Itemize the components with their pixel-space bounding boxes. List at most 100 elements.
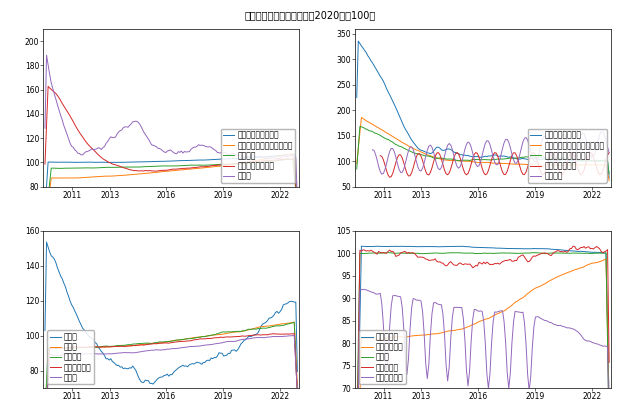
- 学習用机: [123, 342, 130, 347]
- 教養娯楽用耐久財: [125, 167, 132, 172]
- テレビ: [209, 146, 216, 151]
- 教養娯楽用耐久財: [209, 163, 216, 168]
- 教養娯楽: [244, 161, 251, 166]
- タブレット端末: [436, 152, 443, 157]
- 運動用具類: [435, 259, 442, 264]
- ピアノ: [123, 344, 130, 349]
- テレビ: [43, 52, 50, 57]
- テレビ: [294, 197, 301, 202]
- パソコン（ノート型）: [605, 171, 613, 176]
- 教養娯楽: [63, 166, 71, 171]
- 補習教育（高校・予備校）: [125, 172, 132, 177]
- テレビ: [64, 136, 72, 141]
- 教養娯楽用品: [244, 334, 251, 339]
- パソコン（デスクトップ型）: [353, 161, 360, 166]
- パソコン（デスクトップ型）: [557, 163, 564, 168]
- 教養娯楽用耐久財: [45, 84, 52, 89]
- 補習教育（中学校）: [242, 156, 249, 161]
- ノートブック: [556, 274, 563, 279]
- 教養娯楽用耐久財: [64, 111, 72, 116]
- 教養娯楽: [123, 164, 130, 169]
- 学習用机: [125, 342, 132, 347]
- Line: ノートブック: ノートブック: [356, 259, 609, 413]
- Line: タブレット端末: タブレット端末: [380, 152, 609, 177]
- ゴルフクラブ: [557, 323, 564, 328]
- はさみ: [375, 251, 383, 256]
- ビデオレコーダー: [556, 159, 563, 164]
- Legend: ボールペン, ノートブック, はさみ, 運動用具類, ゴルフクラブ: ボールペン, ノートブック, はさみ, 運動用具類, ゴルフクラブ: [359, 330, 406, 385]
- 教養娯楽用品: [242, 334, 249, 339]
- 教養娯楽: [42, 223, 49, 228]
- 教養娯楽用耐久財: [126, 167, 133, 172]
- パソコン（デスクトップ型）: [436, 157, 443, 161]
- Line: 運動用具類: 運動用具類: [356, 246, 609, 413]
- はさみ: [557, 250, 564, 255]
- カメラ: [64, 294, 72, 299]
- プリンタ: [375, 164, 383, 169]
- Line: ピアノ: ピアノ: [45, 322, 298, 413]
- ボールペン: [358, 244, 365, 249]
- カメラ: [294, 369, 301, 374]
- パソコン（ノート型）: [436, 155, 443, 160]
- はさみ: [438, 251, 445, 256]
- パソコン（ノート型）: [557, 156, 564, 161]
- Line: 文房具: 文房具: [45, 335, 298, 413]
- 文房具: [123, 350, 130, 355]
- 補習教育（中学校）: [291, 152, 298, 157]
- Line: ボールペン: ボールペン: [356, 246, 609, 413]
- パソコン（ノート型）: [356, 124, 363, 129]
- プリンタ: [554, 151, 561, 156]
- ピアノ: [291, 320, 298, 325]
- パソコン（デスクトップ型）: [556, 163, 563, 168]
- Line: プリンタ: プリンタ: [373, 132, 609, 174]
- パソコン（デスクトップ型）: [358, 115, 365, 120]
- ゴルフクラブ: [521, 320, 528, 325]
- パソコン（ノート型）: [353, 166, 360, 171]
- 補習教育（中学校）: [125, 160, 132, 165]
- ゴルフクラブ: [359, 287, 366, 292]
- 教養娯楽用耐久財: [294, 206, 301, 211]
- ノートブック: [435, 331, 442, 336]
- プリンタ: [605, 150, 613, 155]
- ピアノ: [208, 333, 215, 338]
- ビデオレコーダー: [436, 145, 443, 150]
- 文房具: [294, 392, 301, 396]
- Line: 補習教育（中学校）: 補習教育（中学校）: [45, 154, 298, 211]
- タブレット端末: [519, 172, 526, 177]
- 運動用具類: [375, 249, 383, 254]
- 教養娯楽: [208, 162, 215, 167]
- はさみ: [384, 250, 392, 255]
- 補習教育（高校・予備校）: [294, 199, 301, 204]
- 補習教育（高校・予備校）: [63, 176, 71, 180]
- 補習教育（中学校）: [208, 157, 215, 162]
- ボールペン: [521, 247, 528, 252]
- タブレット端末: [435, 150, 442, 155]
- 補習教育（高校・予備校）: [244, 160, 251, 165]
- Line: ゴルフクラブ: ゴルフクラブ: [356, 289, 609, 413]
- 学習用机: [42, 411, 49, 413]
- 文房具: [244, 337, 251, 342]
- ビデオレコーダー: [557, 158, 564, 163]
- パソコン（デスクトップ型）: [605, 178, 613, 183]
- 教養娯楽用品: [123, 344, 130, 349]
- 教養娯楽用品: [294, 390, 301, 395]
- Legend: 補習教育（中学校）, 補習教育（高校・予備校）, 教養娯楽, 教養娯楽用耐久財, テレビ: 補習教育（中学校）, 補習教育（高校・予備校）, 教養娯楽, 教養娯楽用耐久財,…: [221, 128, 295, 183]
- 教養娯楽: [125, 164, 132, 169]
- Line: はさみ: はさみ: [356, 253, 609, 413]
- 補習教育（中学校）: [244, 155, 251, 160]
- カメラ: [125, 366, 132, 371]
- カメラ: [247, 334, 254, 339]
- Line: 補習教育（高校・予備校）: 補習教育（高校・予備校）: [45, 154, 298, 231]
- 学習用机: [63, 346, 71, 351]
- ゴルフクラブ: [376, 291, 384, 296]
- 運動用具類: [569, 244, 577, 249]
- ゴルフクラブ: [556, 323, 563, 328]
- Line: ビデオレコーダー: ビデオレコーダー: [356, 41, 609, 178]
- Line: 学習用机: 学習用机: [45, 322, 298, 413]
- 教養娯楽: [294, 203, 301, 208]
- ピアノ: [294, 382, 301, 387]
- テレビ: [42, 126, 49, 131]
- ノートブック: [519, 295, 526, 300]
- パソコン（デスクトップ型）: [376, 126, 384, 131]
- 補習教育（中学校）: [294, 203, 301, 208]
